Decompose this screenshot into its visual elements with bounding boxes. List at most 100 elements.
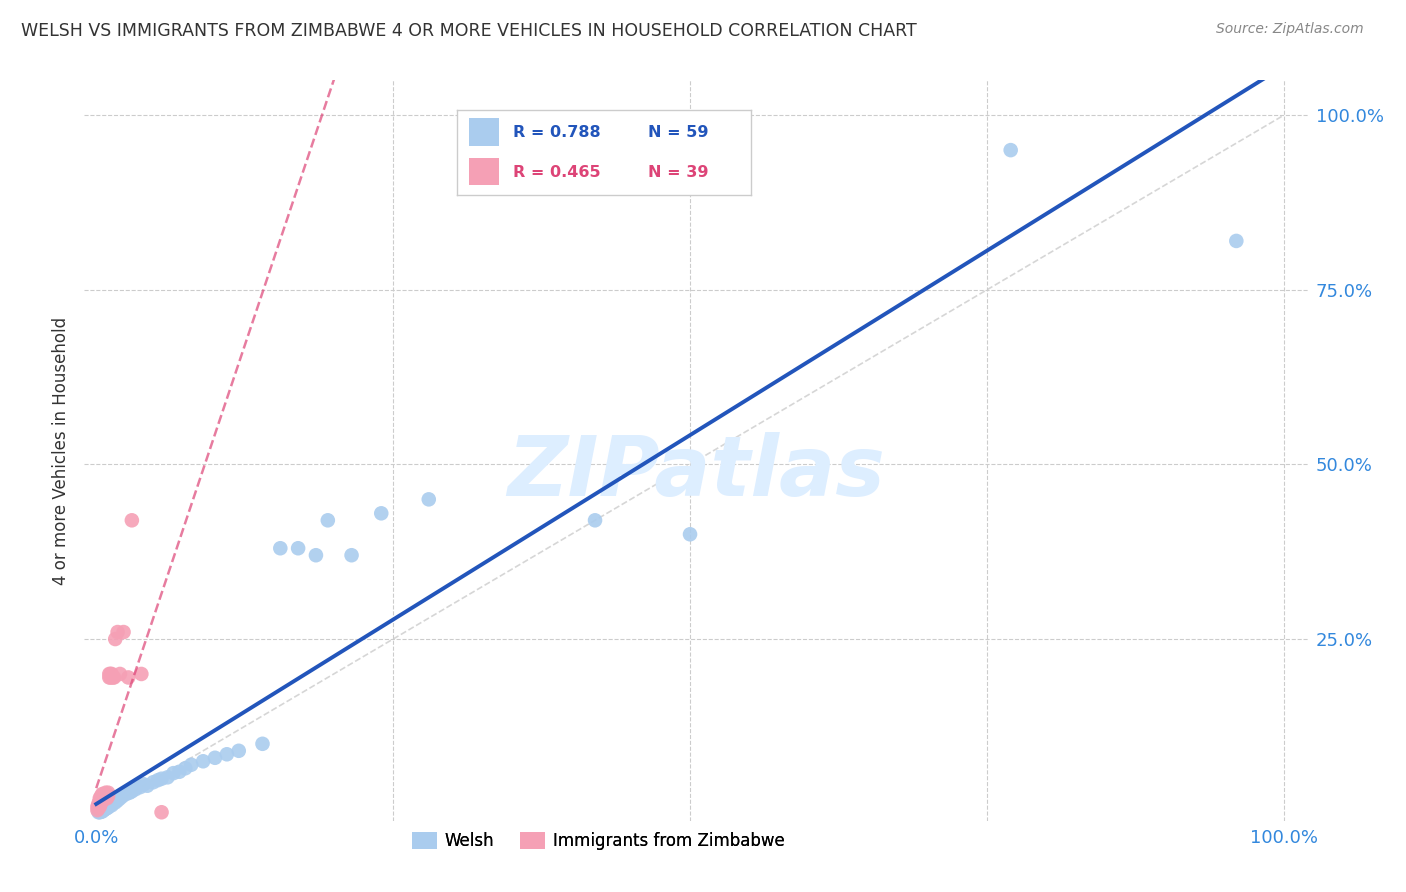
Point — [105, 793, 128, 807]
Point — [228, 744, 250, 758]
Point — [89, 799, 111, 814]
Point — [96, 787, 118, 801]
Point — [100, 667, 122, 681]
Point — [94, 789, 117, 804]
Point — [129, 780, 152, 794]
Point — [93, 793, 115, 807]
Point — [87, 805, 110, 820]
Point — [1225, 234, 1247, 248]
Point — [108, 791, 131, 805]
Point — [107, 793, 129, 807]
Point — [156, 770, 179, 784]
Point — [124, 782, 146, 797]
Point — [90, 805, 112, 819]
Point — [101, 670, 124, 684]
Point — [269, 541, 291, 556]
Point — [121, 784, 143, 798]
Point — [117, 670, 139, 684]
Point — [142, 775, 165, 789]
Point — [93, 787, 115, 801]
Point — [90, 789, 112, 804]
Point — [103, 670, 125, 684]
Point — [96, 799, 118, 814]
Point — [91, 802, 114, 816]
Point — [169, 764, 191, 779]
Point — [89, 805, 111, 820]
Point — [90, 796, 112, 810]
Point — [107, 625, 129, 640]
Point — [91, 791, 114, 805]
Point — [97, 786, 120, 800]
Point — [91, 804, 114, 818]
Point — [146, 773, 169, 788]
Point — [94, 802, 117, 816]
Point — [89, 791, 111, 805]
Point — [93, 791, 115, 805]
Point — [1000, 143, 1022, 157]
Point — [121, 513, 143, 527]
Point — [104, 632, 127, 646]
Point — [150, 772, 173, 786]
Point — [87, 801, 110, 815]
Text: WELSH VS IMMIGRANTS FROM ZIMBABWE 4 OR MORE VEHICLES IN HOUSEHOLD CORRELATION CH: WELSH VS IMMIGRANTS FROM ZIMBABWE 4 OR M… — [21, 22, 917, 40]
Point — [90, 803, 112, 817]
Point — [132, 777, 155, 791]
Point — [86, 799, 108, 814]
Point — [340, 548, 363, 562]
Point — [90, 793, 112, 807]
Point — [100, 667, 122, 681]
Point — [100, 798, 122, 813]
Point — [112, 625, 135, 640]
Point — [104, 796, 127, 810]
Point — [316, 513, 339, 527]
Point — [136, 779, 159, 793]
Point — [215, 747, 238, 762]
Point — [100, 796, 122, 810]
Point — [96, 791, 118, 805]
Point — [89, 794, 111, 808]
Point — [103, 794, 125, 808]
Point — [97, 789, 120, 804]
Point — [131, 667, 153, 681]
Point — [96, 801, 118, 815]
Point — [93, 789, 115, 804]
Point — [93, 803, 115, 817]
Point — [91, 805, 114, 819]
Point — [287, 541, 309, 556]
Point — [93, 802, 115, 816]
Point — [418, 492, 440, 507]
Point — [370, 506, 392, 520]
Point — [115, 787, 138, 801]
Point — [93, 801, 115, 815]
Point — [150, 805, 173, 820]
Legend: Welsh, Immigrants from Zimbabwe: Welsh, Immigrants from Zimbabwe — [405, 825, 792, 856]
Point — [111, 789, 134, 804]
Point — [91, 794, 114, 808]
Point — [87, 798, 110, 813]
Point — [100, 797, 122, 812]
Point — [583, 513, 606, 527]
Point — [86, 803, 108, 817]
Point — [91, 787, 114, 801]
Point — [100, 670, 122, 684]
Point — [98, 667, 121, 681]
Point — [97, 798, 120, 813]
Point — [89, 804, 111, 818]
Point — [97, 800, 120, 814]
Point — [252, 737, 274, 751]
Point — [108, 667, 131, 681]
Point — [94, 800, 117, 814]
Text: ZIPatlas: ZIPatlas — [508, 432, 884, 513]
Point — [679, 527, 702, 541]
Point — [93, 802, 115, 816]
Point — [180, 757, 202, 772]
Point — [98, 670, 121, 684]
Point — [162, 766, 184, 780]
Point — [87, 796, 110, 810]
Point — [204, 751, 226, 765]
Point — [94, 786, 117, 800]
Point — [98, 799, 121, 814]
Point — [118, 786, 141, 800]
Point — [191, 754, 214, 768]
Y-axis label: 4 or more Vehicles in Household: 4 or more Vehicles in Household — [52, 317, 70, 584]
